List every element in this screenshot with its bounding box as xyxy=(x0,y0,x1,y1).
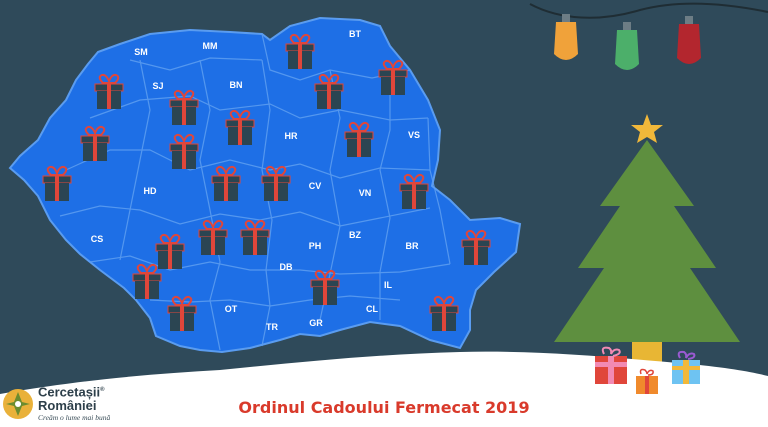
county-labels: SM MM BT SJ BN HR VS HD CV VN CS BZ BR P… xyxy=(91,29,420,332)
gift-icon xyxy=(636,368,658,394)
logo-line-1: Cercetașii® xyxy=(38,384,105,400)
county-label-hd: HD xyxy=(144,186,157,196)
county-label-sm: SM xyxy=(134,47,148,57)
county-label-hr: HR xyxy=(285,131,298,141)
county-label-br: BR xyxy=(406,241,419,251)
county-label-bz: BZ xyxy=(349,230,361,240)
county-label-db: DB xyxy=(280,262,293,272)
county-label-tr: TR xyxy=(266,322,278,332)
string-lights-wire xyxy=(529,2,768,19)
county-label-ph: PH xyxy=(309,241,322,251)
county-label-sj: SJ xyxy=(152,81,163,91)
county-label-vn: VN xyxy=(359,188,372,198)
scout-logo-icon xyxy=(3,389,33,419)
county-label-bn: BN xyxy=(230,80,243,90)
county-label-cs: CS xyxy=(91,234,104,244)
light-bulb-green xyxy=(615,22,639,70)
christmas-tree-icon xyxy=(554,114,740,370)
county-label-mm: MM xyxy=(203,41,218,51)
county-borders xyxy=(59,33,451,351)
star-icon xyxy=(631,114,663,143)
gift-icon xyxy=(672,350,700,384)
county-label-ot: OT xyxy=(225,304,238,314)
county-label-vs: VS xyxy=(408,130,420,140)
page-title: Ordinul Cadoului Fermecat 2019 xyxy=(238,398,530,417)
logo-line-2: României xyxy=(38,398,97,414)
county-label-bt: BT xyxy=(349,29,361,39)
logo-tagline: Creăm o lume mai bună xyxy=(38,413,111,423)
string-lights xyxy=(554,14,701,70)
snow-ground xyxy=(0,351,768,427)
light-bulb-orange xyxy=(554,14,578,60)
county-label-cl: CL xyxy=(366,304,378,314)
registered-mark: ® xyxy=(100,387,105,393)
logo-text: Cercetașii® României Creăm o lume mai bu… xyxy=(38,383,110,423)
county-label-cv: CV xyxy=(309,181,322,191)
county-label-il: IL xyxy=(384,280,393,290)
presents xyxy=(595,346,700,394)
light-bulb-red xyxy=(677,16,701,64)
county-label-gr: GR xyxy=(309,318,323,328)
gift-icon xyxy=(595,346,627,384)
